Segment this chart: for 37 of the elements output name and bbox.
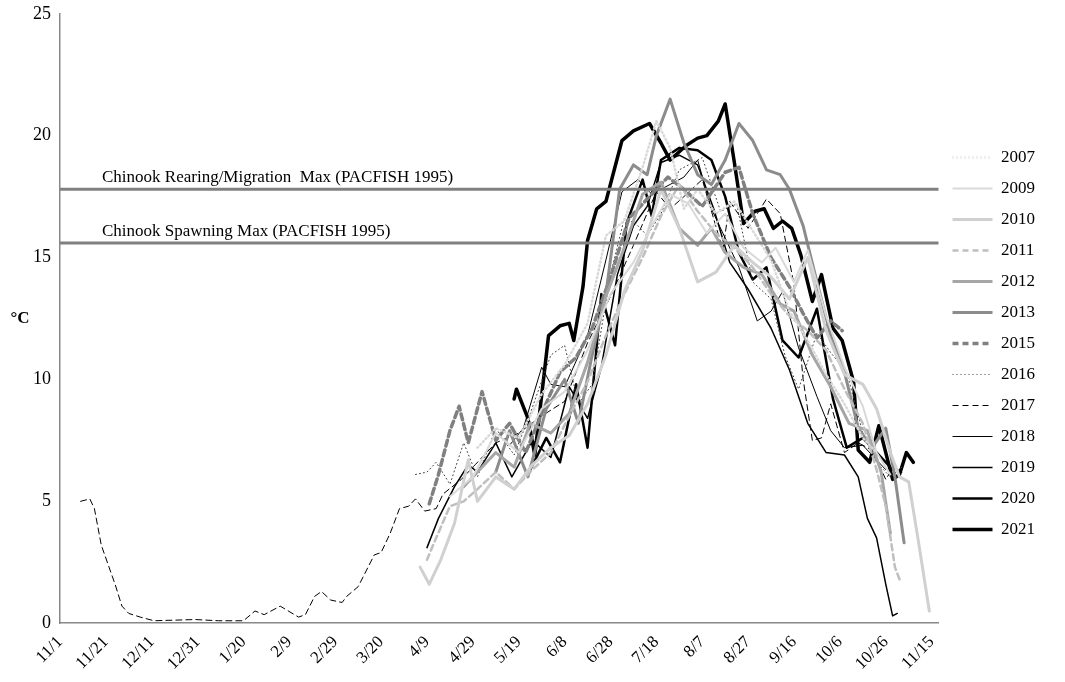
x-tick-label: 2/9 <box>266 631 296 661</box>
y-axis-title: °C <box>10 307 30 327</box>
y-tick-label: 5 <box>42 490 51 511</box>
x-tick-label: 4/29 <box>444 631 479 667</box>
legend-label: 2009 <box>1001 177 1035 197</box>
y-tick-label: 20 <box>33 124 51 145</box>
y-tick-label: 10 <box>33 368 51 389</box>
x-tick-label: 7/18 <box>627 631 663 667</box>
legend-label: 2019 <box>1001 456 1035 476</box>
legend-label: 2012 <box>1001 270 1035 290</box>
legend-label: 2015 <box>1001 332 1035 352</box>
legend-label: 2010 <box>1001 208 1035 228</box>
ref-line-label: Chinook Spawning Max (PACFISH 1995) <box>102 220 391 240</box>
x-tick-label: 2/29 <box>306 631 342 667</box>
x-tick-label: 6/28 <box>581 631 617 667</box>
legend-label: 2007 <box>1001 146 1036 166</box>
legend-label: 2021 <box>1001 518 1035 538</box>
x-tick-label: 4/9 <box>404 631 433 661</box>
y-tick-label: 25 <box>33 2 51 23</box>
x-tick-label: 11/1 <box>31 631 66 667</box>
x-tick-label: 5/19 <box>489 631 525 667</box>
legend-label: 2020 <box>1001 487 1035 507</box>
y-tick-label: 15 <box>33 246 51 267</box>
legend-label: 2018 <box>1001 425 1035 445</box>
x-tick-label: 6/8 <box>541 631 571 661</box>
x-tick-label: 1/20 <box>214 631 250 667</box>
x-tick-label: 8/7 <box>679 631 709 661</box>
legend-label: 2017 <box>1001 394 1036 414</box>
y-tick-label: 0 <box>42 611 51 632</box>
x-tick-label: 9/16 <box>765 631 800 667</box>
x-tick-label: 8/27 <box>719 631 755 667</box>
legend-label: 2011 <box>1001 239 1035 259</box>
x-tick-label: 10/6 <box>811 631 846 667</box>
x-tick-label: 3/20 <box>352 631 388 667</box>
legend-label: 2016 <box>1001 363 1035 383</box>
ref-line-label: Chinook Rearing/Migration Max (PACFISH 1995) <box>102 167 454 187</box>
legend-label: 2013 <box>1001 301 1035 321</box>
